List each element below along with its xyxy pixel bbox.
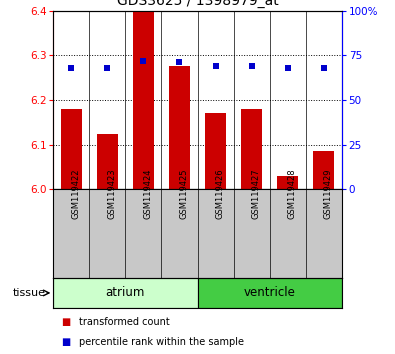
Text: GSM119424: GSM119424 [143,169,152,219]
Text: GSM119423: GSM119423 [107,169,117,219]
Bar [53,278,198,308]
Bar [133,11,154,189]
Title: GDS3625 / 1398979_at: GDS3625 / 1398979_at [117,0,278,8]
Text: GSM119425: GSM119425 [179,169,188,219]
Text: ■: ■ [61,337,70,348]
Text: tissue: tissue [12,288,45,298]
Text: ventricle: ventricle [244,286,295,299]
Point [213,63,219,69]
Text: GSM119428: GSM119428 [288,169,297,219]
Text: GSM119427: GSM119427 [252,169,261,219]
Text: transformed count: transformed count [79,317,170,327]
Bar [241,109,262,189]
Point [248,63,255,69]
Bar [198,278,342,308]
Bar [60,109,82,189]
Point [104,65,111,71]
Bar [277,176,299,189]
Point [320,65,327,71]
Text: GSM119429: GSM119429 [324,169,333,219]
Point [176,59,182,65]
Text: GSM119422: GSM119422 [71,169,80,219]
Bar [205,113,226,189]
Text: atrium: atrium [106,286,145,299]
Point [68,65,75,71]
Text: GSM119426: GSM119426 [216,169,224,219]
Bar [313,152,335,189]
Bar [97,133,118,189]
Point [284,65,291,71]
Text: percentile rank within the sample: percentile rank within the sample [79,337,244,348]
Text: ■: ■ [61,317,70,327]
Bar [169,67,190,189]
Point [140,58,147,63]
